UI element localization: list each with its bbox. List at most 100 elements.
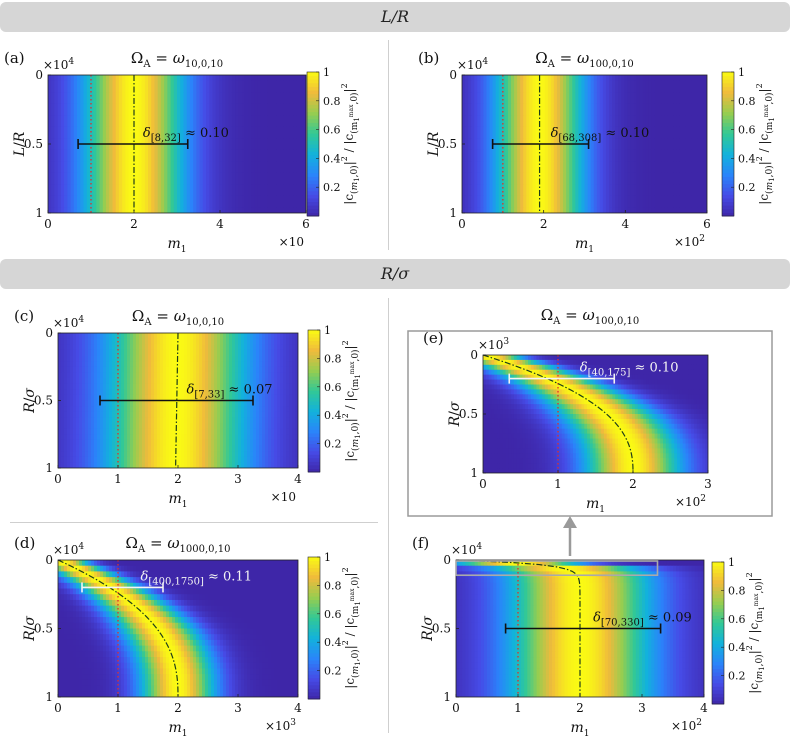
vertical-divider-bottom — [388, 298, 389, 733]
panel-label-b: (b) — [418, 49, 439, 67]
y-multiplier-a: ×104 — [43, 57, 74, 72]
y-tick-label-e-0: 0 — [470, 348, 478, 362]
title-b: ΩA = ω100,0,10 — [535, 49, 634, 70]
y-tick-label-f-1: 0.5 — [432, 622, 451, 636]
title-e: ΩA = ω100,0,10 — [541, 306, 640, 327]
colorbar-f: 0.2 0.4 0.6 0.8 1 |c(m1,0)|2 / |c(m1max,0)|2 — [711, 556, 766, 705]
y-tick-label-b-1: 0.5 — [438, 137, 457, 151]
section-title-lr: L/R — [380, 7, 410, 26]
x-tick-label-d-1: 1 — [114, 701, 122, 715]
panel-label-e: (e) — [423, 329, 444, 347]
x-multiplier-d: ×103 — [265, 718, 296, 733]
heatmap-e — [483, 355, 708, 473]
colorbar-tick-label-c-2: 0.6 — [324, 381, 342, 394]
x-axis-label-b: m1 — [575, 236, 594, 255]
colorbar-tick-label-b-3: 0.8 — [738, 95, 756, 108]
y-multiplier-f: ×104 — [451, 542, 482, 557]
colorbar-tick-label-d-4: 1 — [324, 551, 331, 564]
y-tick-label-b-2: 1 — [449, 206, 457, 220]
y-axis-label-a: L/R — [12, 131, 28, 157]
y-tick-label-f-2: 1 — [443, 690, 451, 704]
y-tick-label-e-2: 1 — [470, 466, 478, 480]
x-tick-label-a-1: 2 — [130, 217, 138, 231]
x-tick-label-b-0: 0 — [458, 217, 466, 231]
y-multiplier-e: ×103 — [478, 337, 509, 352]
x-tick-label-e-3: 3 — [704, 477, 712, 491]
x-tick-label-f-3: 3 — [638, 701, 646, 715]
heatmap-a — [48, 75, 306, 213]
x-axis-label-c: m1 — [168, 491, 187, 510]
colorbar-tick-label-b-2: 0.6 — [738, 124, 756, 137]
y-multiplier-b: ×104 — [457, 57, 488, 72]
x-multiplier-b: ×102 — [674, 234, 705, 249]
colorbar-d: 0.2 0.4 0.6 0.8 1 |c(m1,0)|2 / |c(m1max,0)|2 — [307, 551, 362, 700]
x-multiplier-e: ×102 — [675, 494, 706, 509]
heatmap-d — [58, 560, 298, 697]
x-tick-label-b-1: 2 — [540, 217, 548, 231]
x-tick-label-c-3: 3 — [234, 472, 242, 486]
window-label-c: δ[7,33] ≈ 0.07 — [187, 383, 273, 401]
window-label-d: δ[400,1750] ≈ 0.11 — [141, 569, 252, 587]
x-tick-label-d-2: 2 — [174, 701, 182, 715]
colorbar-tick-label-b-0: 0.2 — [738, 181, 756, 194]
colorbar-a: 0.2 0.4 0.6 0.8 1 |c(m1,0)|2 / |c(m1max,0)|2 — [306, 66, 361, 217]
section-banner-rsigma — [0, 259, 790, 289]
x-tick-label-b-2: 4 — [622, 217, 630, 231]
y-tick-label-b-0: 0 — [449, 68, 457, 82]
x-tick-label-f-1: 1 — [514, 701, 522, 715]
panel-b: δ[68,308] ≈ 0.10 0 2 4 6 0 0.5 1 ×104 ×102 m1 L/R (b… — [418, 49, 776, 255]
colorbar-tick-label-a-3: 0.8 — [323, 95, 341, 108]
y-axis-label-b: L/R — [426, 131, 442, 157]
section-banner-lr — [0, 2, 790, 32]
colorbar-tick-label-d-1: 0.4 — [324, 636, 342, 649]
colorbar-tick-label-a-2: 0.6 — [323, 124, 341, 137]
panel-a: δ[8,32] ≈ 0.10 0 2 4 6 0 0.5 1 ×104 ×10 m1 L/R (a) ΩA… — [4, 49, 361, 255]
x-tick-label-a-0: 0 — [44, 217, 52, 231]
x-tick-label-e-0: 0 — [479, 477, 487, 491]
x-tick-label-f-4: 4 — [700, 701, 708, 715]
colorbar-tick-label-f-0: 0.2 — [728, 670, 746, 683]
inset-frame-e — [407, 330, 773, 517]
x-tick-label-f-0: 0 — [452, 701, 460, 715]
y-tick-label-f-0: 0 — [443, 553, 451, 567]
x-tick-label-d-0: 0 — [54, 701, 62, 715]
colorbar-frame-b — [721, 71, 735, 217]
zoom-box-f — [455, 560, 659, 577]
y-tick-label-c-1: 0.5 — [34, 394, 53, 408]
colorbar-tick-label-f-3: 0.8 — [728, 584, 746, 597]
panel-d: δ[400,1750] ≈ 0.110 1 2 3 400.51×104×103m1R/… — [14, 534, 362, 739]
colorbar-label-c: |c(m1,0)|2 / |c(m1max,0)|2 — [341, 340, 362, 461]
colorbar-label-b: |c(m1,0)|2 / |c(m1max,0)|2 — [755, 83, 776, 204]
x-axis-label-f: m1 — [570, 720, 589, 739]
title-c: ΩA = ω10,0,10 — [132, 307, 224, 328]
y-tick-label-c-0: 0 — [45, 326, 53, 340]
y-multiplier-c: ×104 — [53, 315, 84, 330]
title-a: ΩA = ω10,0,10 — [131, 49, 223, 70]
x-tick-label-c-0: 0 — [54, 472, 62, 486]
heatmap-c — [58, 333, 298, 468]
heatmap-b — [462, 75, 707, 213]
horizontal-divider-cd — [10, 522, 378, 523]
y-tick-label-c-2: 1 — [45, 461, 53, 475]
x-multiplier-a: ×10 — [279, 235, 304, 249]
window-label-a: δ[8,32] ≈ 0.10 — [143, 126, 229, 144]
window-label-b: δ[68,308] ≈ 0.10 — [551, 126, 650, 144]
colorbar-tick-label-c-3: 0.8 — [324, 352, 342, 365]
y-tick-label-a-2: 1 — [35, 206, 43, 220]
panel-e: δ[40,175] ≈ 0.100 1 2 300.51×103×102m1R/σ(e… — [423, 329, 712, 515]
zoom-arrow-head — [563, 516, 577, 528]
y-tick-label-a-0: 0 — [35, 68, 43, 82]
colorbar-tick-label-c-0: 0.2 — [324, 438, 342, 451]
colorbar-b: 0.2 0.4 0.6 0.8 1 |c(m1,0)|2 / |c(m1max,0)|2 — [721, 66, 776, 217]
colorbar-tick-label-a-1: 0.4 — [323, 152, 341, 165]
colorbar-frame-a — [306, 71, 320, 217]
title-d: ΩA = ω1000,0,10 — [126, 534, 231, 555]
colorbar-c: 0.2 0.4 0.6 0.8 1 |c(m1,0)|2 / |c(m1max,0)|2 — [307, 324, 362, 473]
heatmap-f — [456, 560, 704, 697]
y-axis-label-e: R/σ — [447, 401, 463, 427]
panel-label-f: (f) — [412, 534, 429, 552]
colorbar-tick-label-b-1: 0.4 — [738, 152, 756, 165]
colorbar-tick-label-d-3: 0.8 — [324, 579, 342, 592]
window-label-e: δ[40,175] ≈ 0.10 — [580, 361, 679, 379]
